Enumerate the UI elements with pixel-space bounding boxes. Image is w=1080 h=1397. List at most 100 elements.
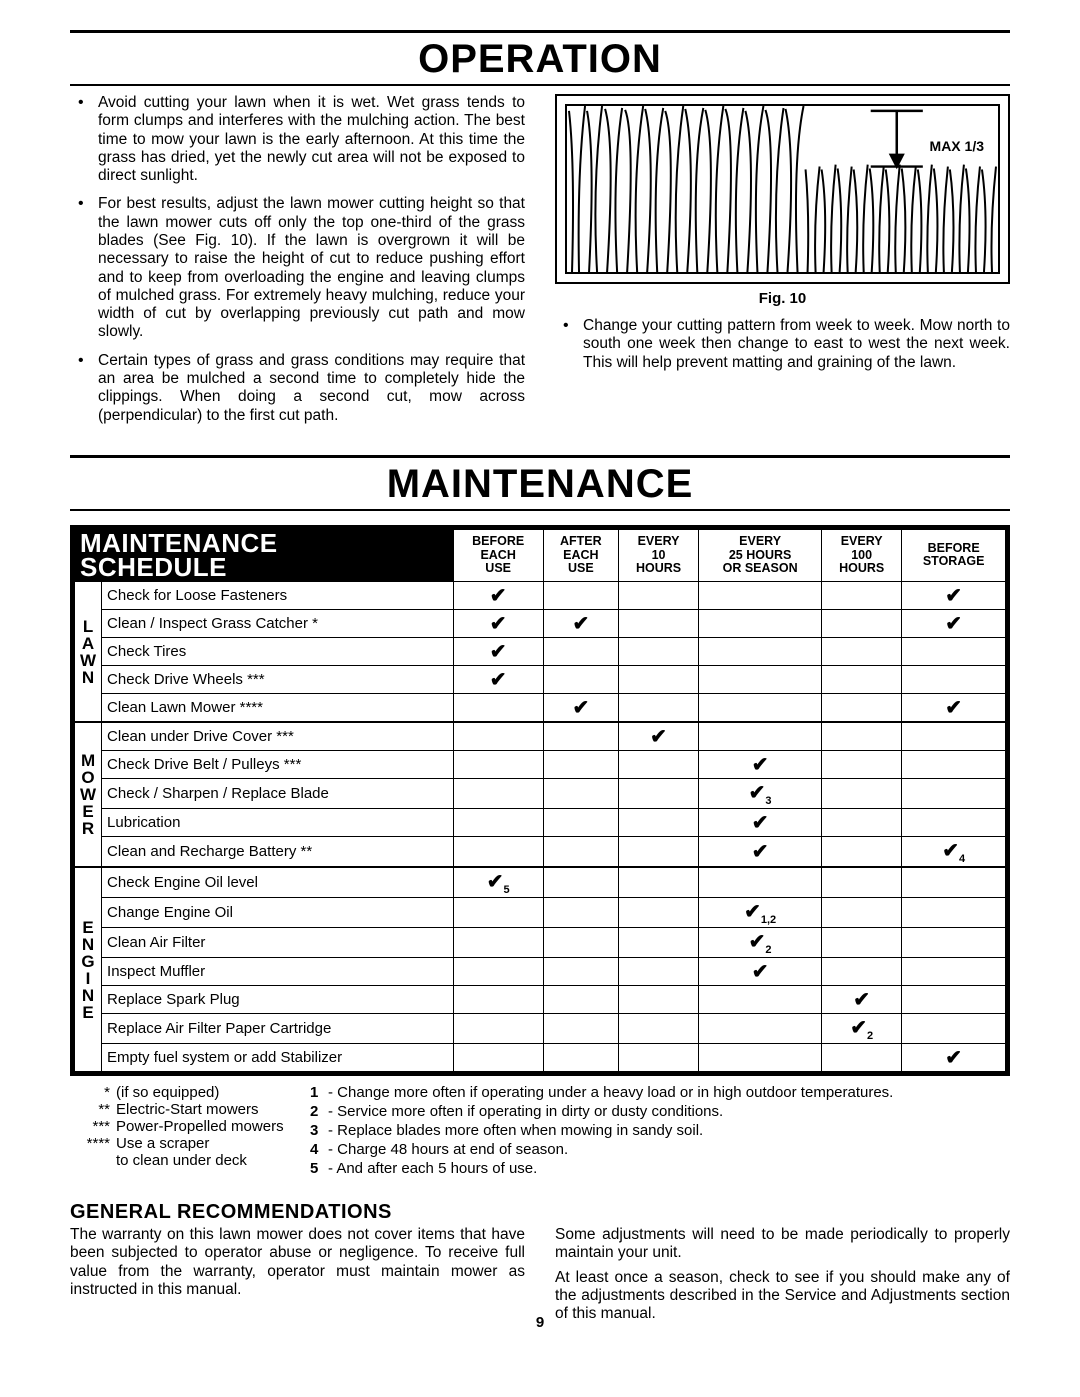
task-name: Lubrication (102, 809, 454, 837)
footnote-number: 5- And after each 5 hours of use. (310, 1160, 893, 1177)
checkmark-cell (453, 694, 543, 723)
checkmark-cell (699, 722, 822, 751)
checkmark-cell (902, 958, 1006, 986)
task-name: Change Engine Oil (102, 898, 454, 928)
checkmark-cell (453, 837, 543, 868)
checkmark-cell (822, 666, 902, 694)
checkmark-cell (543, 638, 618, 666)
checkmark-cell (618, 928, 698, 958)
checkmark-cell (902, 751, 1006, 779)
checkmark-cell (822, 638, 902, 666)
checkmark-cell (618, 722, 698, 751)
checkmark-cell (822, 867, 902, 898)
checkmark-cell (699, 610, 822, 638)
checkmark-cell (543, 751, 618, 779)
operation-bullet: Change your cutting pattern from week to… (555, 317, 1010, 372)
checkmark-cell (453, 958, 543, 986)
checkmark-cell (699, 1014, 822, 1044)
footnote-symbol: to clean under deck (70, 1152, 290, 1169)
checkmark-cell (618, 867, 698, 898)
footnote-number: 1- Change more often if operating under … (310, 1084, 893, 1101)
checkmark-cell: 2 (699, 928, 822, 958)
checkmark-cell (618, 610, 698, 638)
checkmark-cell (822, 751, 902, 779)
figure-10-box: MAX 1/3 (555, 94, 1010, 284)
footnotes-numbers: 1- Change more often if operating under … (310, 1084, 893, 1179)
checkmark-cell (543, 1014, 618, 1044)
checkmark-cell (543, 610, 618, 638)
task-name: Check Engine Oil level (102, 867, 454, 898)
checkmark-cell (618, 582, 698, 610)
operation-left-bullets: Avoid cutting your lawn when it is wet. … (70, 94, 525, 425)
task-name: Check / Sharpen / Replace Blade (102, 779, 454, 809)
task-name: Clean and Recharge Battery ** (102, 837, 454, 868)
checkmark-cell (902, 779, 1006, 809)
checkmark-cell (453, 722, 543, 751)
task-name: Empty fuel system or add Stabilizer (102, 1044, 454, 1072)
section-maintenance-heading: MAINTENANCE (70, 462, 1010, 507)
checkmark-cell (822, 779, 902, 809)
schedule-column-header: EVERY25 HOURSOR SEASON (699, 529, 822, 581)
checkmark-cell (822, 1044, 902, 1072)
operation-bullet: Certain types of grass and grass conditi… (70, 352, 525, 425)
task-name: Replace Air Filter Paper Cartridge (102, 1014, 454, 1044)
footnote-symbol: **Electric-Start mowers (70, 1101, 290, 1118)
checkmark-cell (822, 722, 902, 751)
checkmark-cell (618, 638, 698, 666)
footnote-symbol: *(if so equipped) (70, 1084, 290, 1101)
checkmark-cell (618, 1044, 698, 1072)
checkmark-cell (902, 610, 1006, 638)
schedule-column-header: BEFOREEACHUSE (453, 529, 543, 581)
checkmark-cell (453, 1044, 543, 1072)
checkmark-cell (902, 722, 1006, 751)
checkmark-cell (902, 809, 1006, 837)
task-name: Clean / Inspect Grass Catcher * (102, 610, 454, 638)
checkmark-cell (453, 986, 543, 1014)
checkmark-cell (618, 986, 698, 1014)
task-name: Clean Lawn Mower **** (102, 694, 454, 723)
checkmark-cell (822, 809, 902, 837)
checkmark-cell (543, 666, 618, 694)
checkmark-cell (902, 694, 1006, 723)
checkmark-cell (543, 958, 618, 986)
task-name: Check Drive Wheels *** (102, 666, 454, 694)
checkmark-cell (453, 928, 543, 958)
checkmark-cell (543, 779, 618, 809)
checkmark-cell (543, 694, 618, 723)
checkmark-cell (902, 898, 1006, 928)
checkmark-cell (543, 986, 618, 1014)
schedule-column-header: AFTEREACHUSE (543, 529, 618, 581)
checkmark-cell: 5 (453, 867, 543, 898)
footnote-symbol: ****Use a scraper (70, 1135, 290, 1152)
grass-diagram: MAX 1/3 (565, 104, 1000, 274)
checkmark-cell (822, 837, 902, 868)
genrec-left-text: The warranty on this lawn mower does not… (70, 1226, 525, 1299)
operation-bullet: Avoid cutting your lawn when it is wet. … (70, 94, 525, 185)
checkmark-cell (618, 666, 698, 694)
maintenance-schedule-table: MAINTENANCESCHEDULEBEFOREEACHUSEAFTEREAC… (74, 529, 1006, 1072)
checkmark-cell (699, 867, 822, 898)
task-name: Clean under Drive Cover *** (102, 722, 454, 751)
task-name: Check Drive Belt / Pulleys *** (102, 751, 454, 779)
checkmark-cell (543, 867, 618, 898)
section-operation-heading: OPERATION (70, 37, 1010, 82)
checkmark-cell (543, 898, 618, 928)
checkmark-cell: 4 (902, 837, 1006, 868)
checkmark-cell (543, 809, 618, 837)
checkmark-cell (902, 867, 1006, 898)
checkmark-cell (699, 694, 822, 723)
checkmark-cell (618, 779, 698, 809)
footnotes: *(if so equipped)**Electric-Start mowers… (70, 1084, 1010, 1179)
task-name: Check Tires (102, 638, 454, 666)
checkmark-cell (618, 837, 698, 868)
checkmark-cell (822, 898, 902, 928)
checkmark-cell (822, 610, 902, 638)
max-one-third-label: MAX 1/3 (928, 138, 986, 154)
checkmark-cell (618, 958, 698, 986)
schedule-column-header: EVERY100HOURS (822, 529, 902, 581)
genrec-right-text-1: Some adjustments will need to be made pe… (555, 1226, 1010, 1263)
group-label: LAWN (75, 582, 102, 723)
checkmark-cell (699, 1044, 822, 1072)
task-name: Inspect Muffler (102, 958, 454, 986)
checkmark-cell (902, 1044, 1006, 1072)
